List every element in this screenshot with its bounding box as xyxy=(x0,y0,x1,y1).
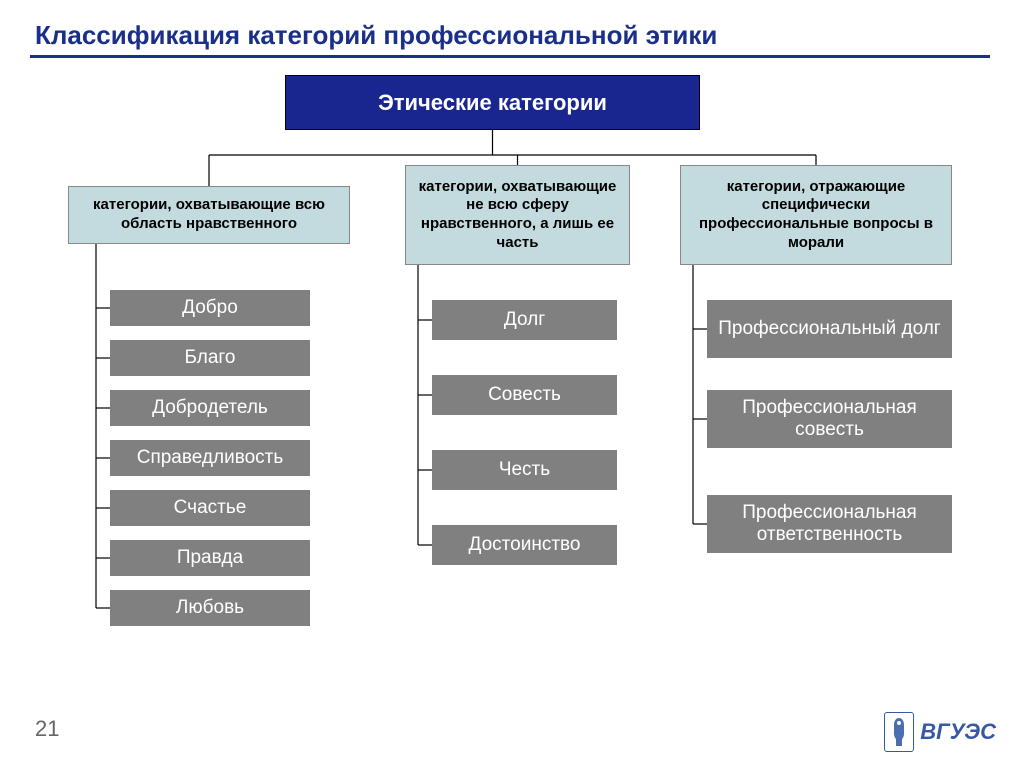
logo-text: ВГУЭС xyxy=(920,719,996,745)
leaf-node: Правда xyxy=(110,540,310,576)
category-node: категории, охватывающие не всю сферу нра… xyxy=(405,165,630,265)
leaf-node: Профессиональный долг xyxy=(707,300,952,358)
leaf-node: Честь xyxy=(432,450,617,490)
leaf-node: Совесть xyxy=(432,375,617,415)
leaf-node: Достоинство xyxy=(432,525,617,565)
leaf-node: Справедливость xyxy=(110,440,310,476)
leaf-node: Любовь xyxy=(110,590,310,626)
footer-logo: ВГУЭС xyxy=(884,712,996,752)
logo-icon xyxy=(884,712,914,752)
page-number: 21 xyxy=(35,716,59,742)
leaf-node: Благо xyxy=(110,340,310,376)
leaf-node: Счастье xyxy=(110,490,310,526)
page-title: Классификация категорий профессиональной… xyxy=(35,20,717,51)
leaf-node: Добро xyxy=(110,290,310,326)
root-node: Этические категории xyxy=(285,75,700,130)
leaf-node: Добродетель xyxy=(110,390,310,426)
title-underline xyxy=(30,55,990,58)
category-node: категории, отражающие специфически профе… xyxy=(680,165,952,265)
leaf-node: Профессиональная ответственность xyxy=(707,495,952,553)
leaf-node: Долг xyxy=(432,300,617,340)
category-node: категории, охватывающие всю область нрав… xyxy=(68,186,350,244)
leaf-node: Профессиональная совесть xyxy=(707,390,952,448)
